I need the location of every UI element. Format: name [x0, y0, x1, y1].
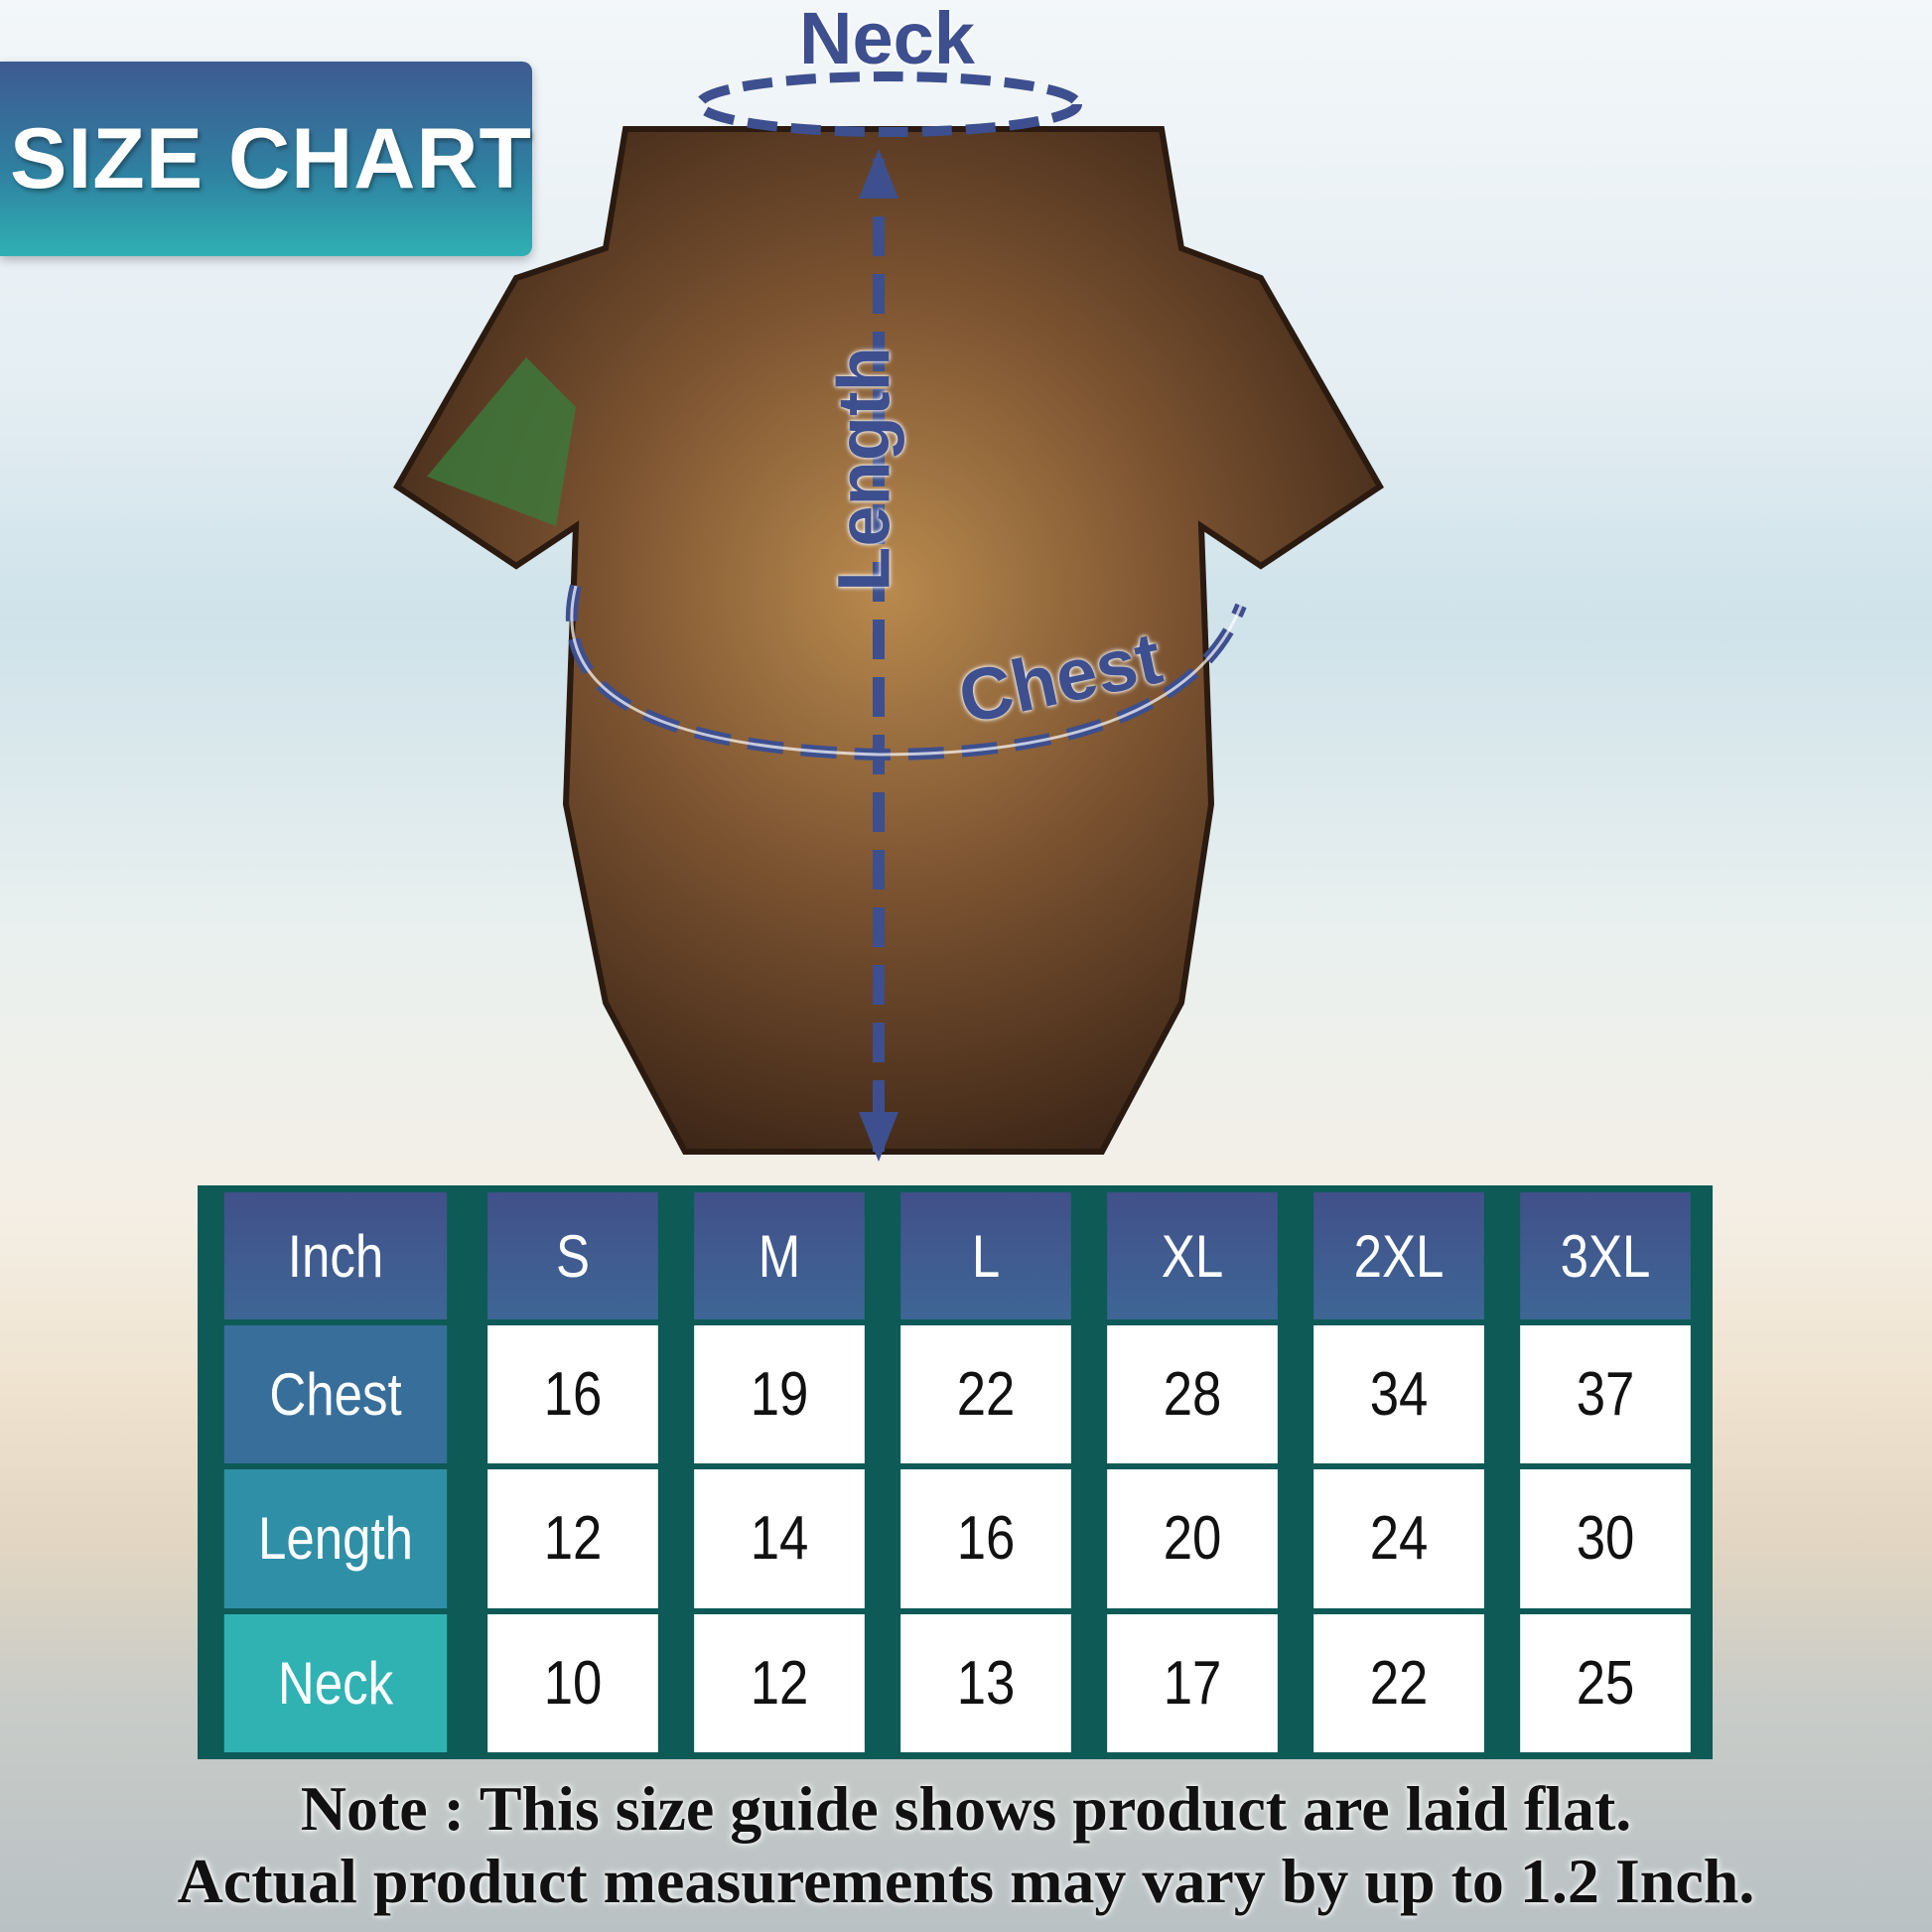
- pet-shirt-image: [393, 126, 1384, 1162]
- cell: 16: [487, 1325, 658, 1464]
- header-size: L: [900, 1192, 1071, 1319]
- note-line-1: Note : This size guide shows product are…: [300, 1773, 1632, 1844]
- cell: 12: [694, 1613, 865, 1752]
- banner-title: SIZE CHART: [10, 110, 532, 207]
- shirt-body: [393, 126, 1384, 1155]
- size-chart-banner: SIZE CHART: [0, 62, 532, 256]
- cell: 30: [1520, 1469, 1691, 1608]
- header-size: S: [487, 1192, 658, 1319]
- length-label: Length: [822, 346, 905, 592]
- header-size: XL: [1107, 1192, 1278, 1319]
- chest-arrow-highlight: [570, 585, 1243, 757]
- cell: 34: [1313, 1325, 1484, 1464]
- length-arrow-top: [859, 149, 898, 199]
- cell: 22: [1313, 1613, 1484, 1752]
- length-arrow-bottom: [859, 1112, 898, 1162]
- cell: 28: [1107, 1325, 1278, 1464]
- header-unit: Inch: [223, 1192, 448, 1319]
- cell: 16: [900, 1469, 1071, 1608]
- cell: 14: [694, 1469, 865, 1608]
- cell: 12: [487, 1469, 658, 1608]
- sleeve-left-green: [427, 357, 576, 526]
- cell: 10: [487, 1613, 658, 1752]
- header-size: 2XL: [1313, 1192, 1484, 1319]
- row-label-length: Length: [223, 1469, 448, 1608]
- header-size: M: [694, 1192, 865, 1319]
- cell: 19: [694, 1325, 865, 1464]
- size-table: Inch S M L XL 2XL 3XL Chest 16 19 22 28 …: [198, 1185, 1713, 1759]
- cell: 37: [1520, 1325, 1691, 1464]
- row-label-neck: Neck: [223, 1613, 448, 1752]
- cell: 24: [1313, 1469, 1484, 1608]
- header-size: 3XL: [1520, 1192, 1691, 1319]
- cell: 13: [900, 1613, 1071, 1752]
- neck-label: Neck: [799, 0, 975, 79]
- cell: 22: [900, 1325, 1071, 1464]
- neck-arrow: [695, 71, 1082, 137]
- cell: 17: [1107, 1613, 1278, 1752]
- cell: 25: [1520, 1613, 1691, 1752]
- row-label-chest: Chest: [223, 1325, 448, 1464]
- cell: 20: [1107, 1469, 1278, 1608]
- note-line-2: Actual product measurements may vary by …: [177, 1846, 1755, 1916]
